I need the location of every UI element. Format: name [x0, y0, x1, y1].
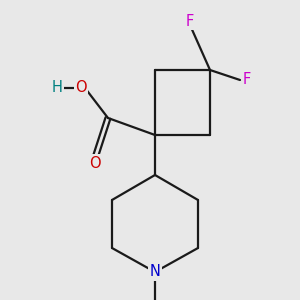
Text: N: N — [150, 265, 160, 280]
Text: O: O — [89, 155, 101, 170]
Text: H: H — [52, 80, 62, 95]
Text: F: F — [243, 73, 251, 88]
Text: F: F — [186, 14, 194, 28]
Text: O: O — [75, 80, 87, 95]
